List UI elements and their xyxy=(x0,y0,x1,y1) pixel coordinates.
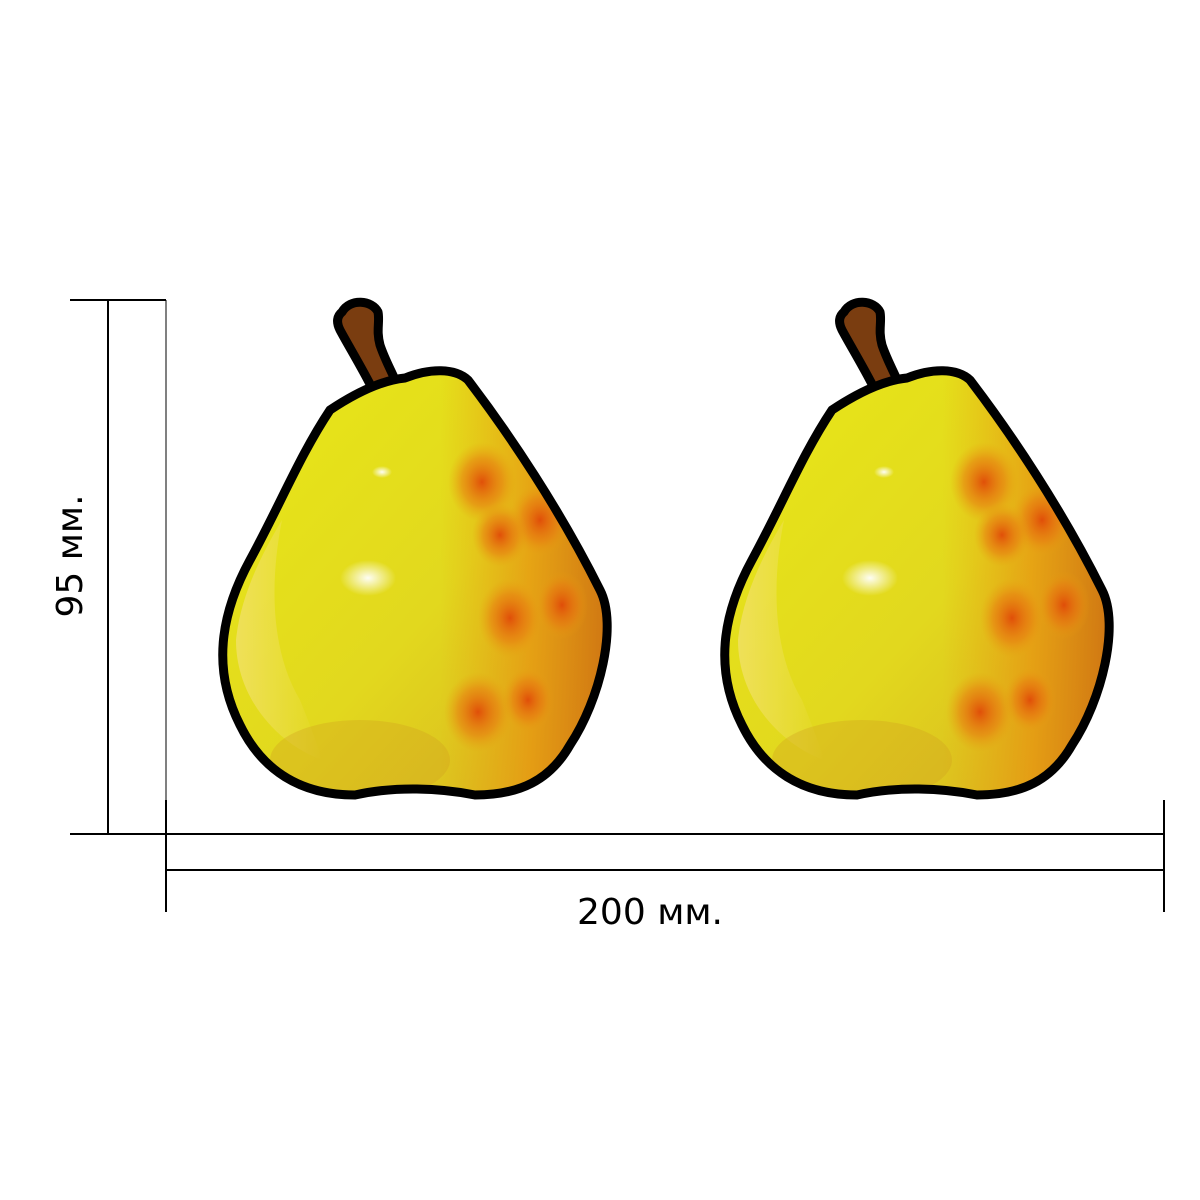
height-dimension xyxy=(70,299,167,835)
pear-left xyxy=(223,302,620,810)
height-label: 95 мм. xyxy=(50,494,91,617)
width-label: 200 мм. xyxy=(577,892,723,933)
pear-right xyxy=(725,302,1122,810)
width-dimension xyxy=(165,800,1165,912)
